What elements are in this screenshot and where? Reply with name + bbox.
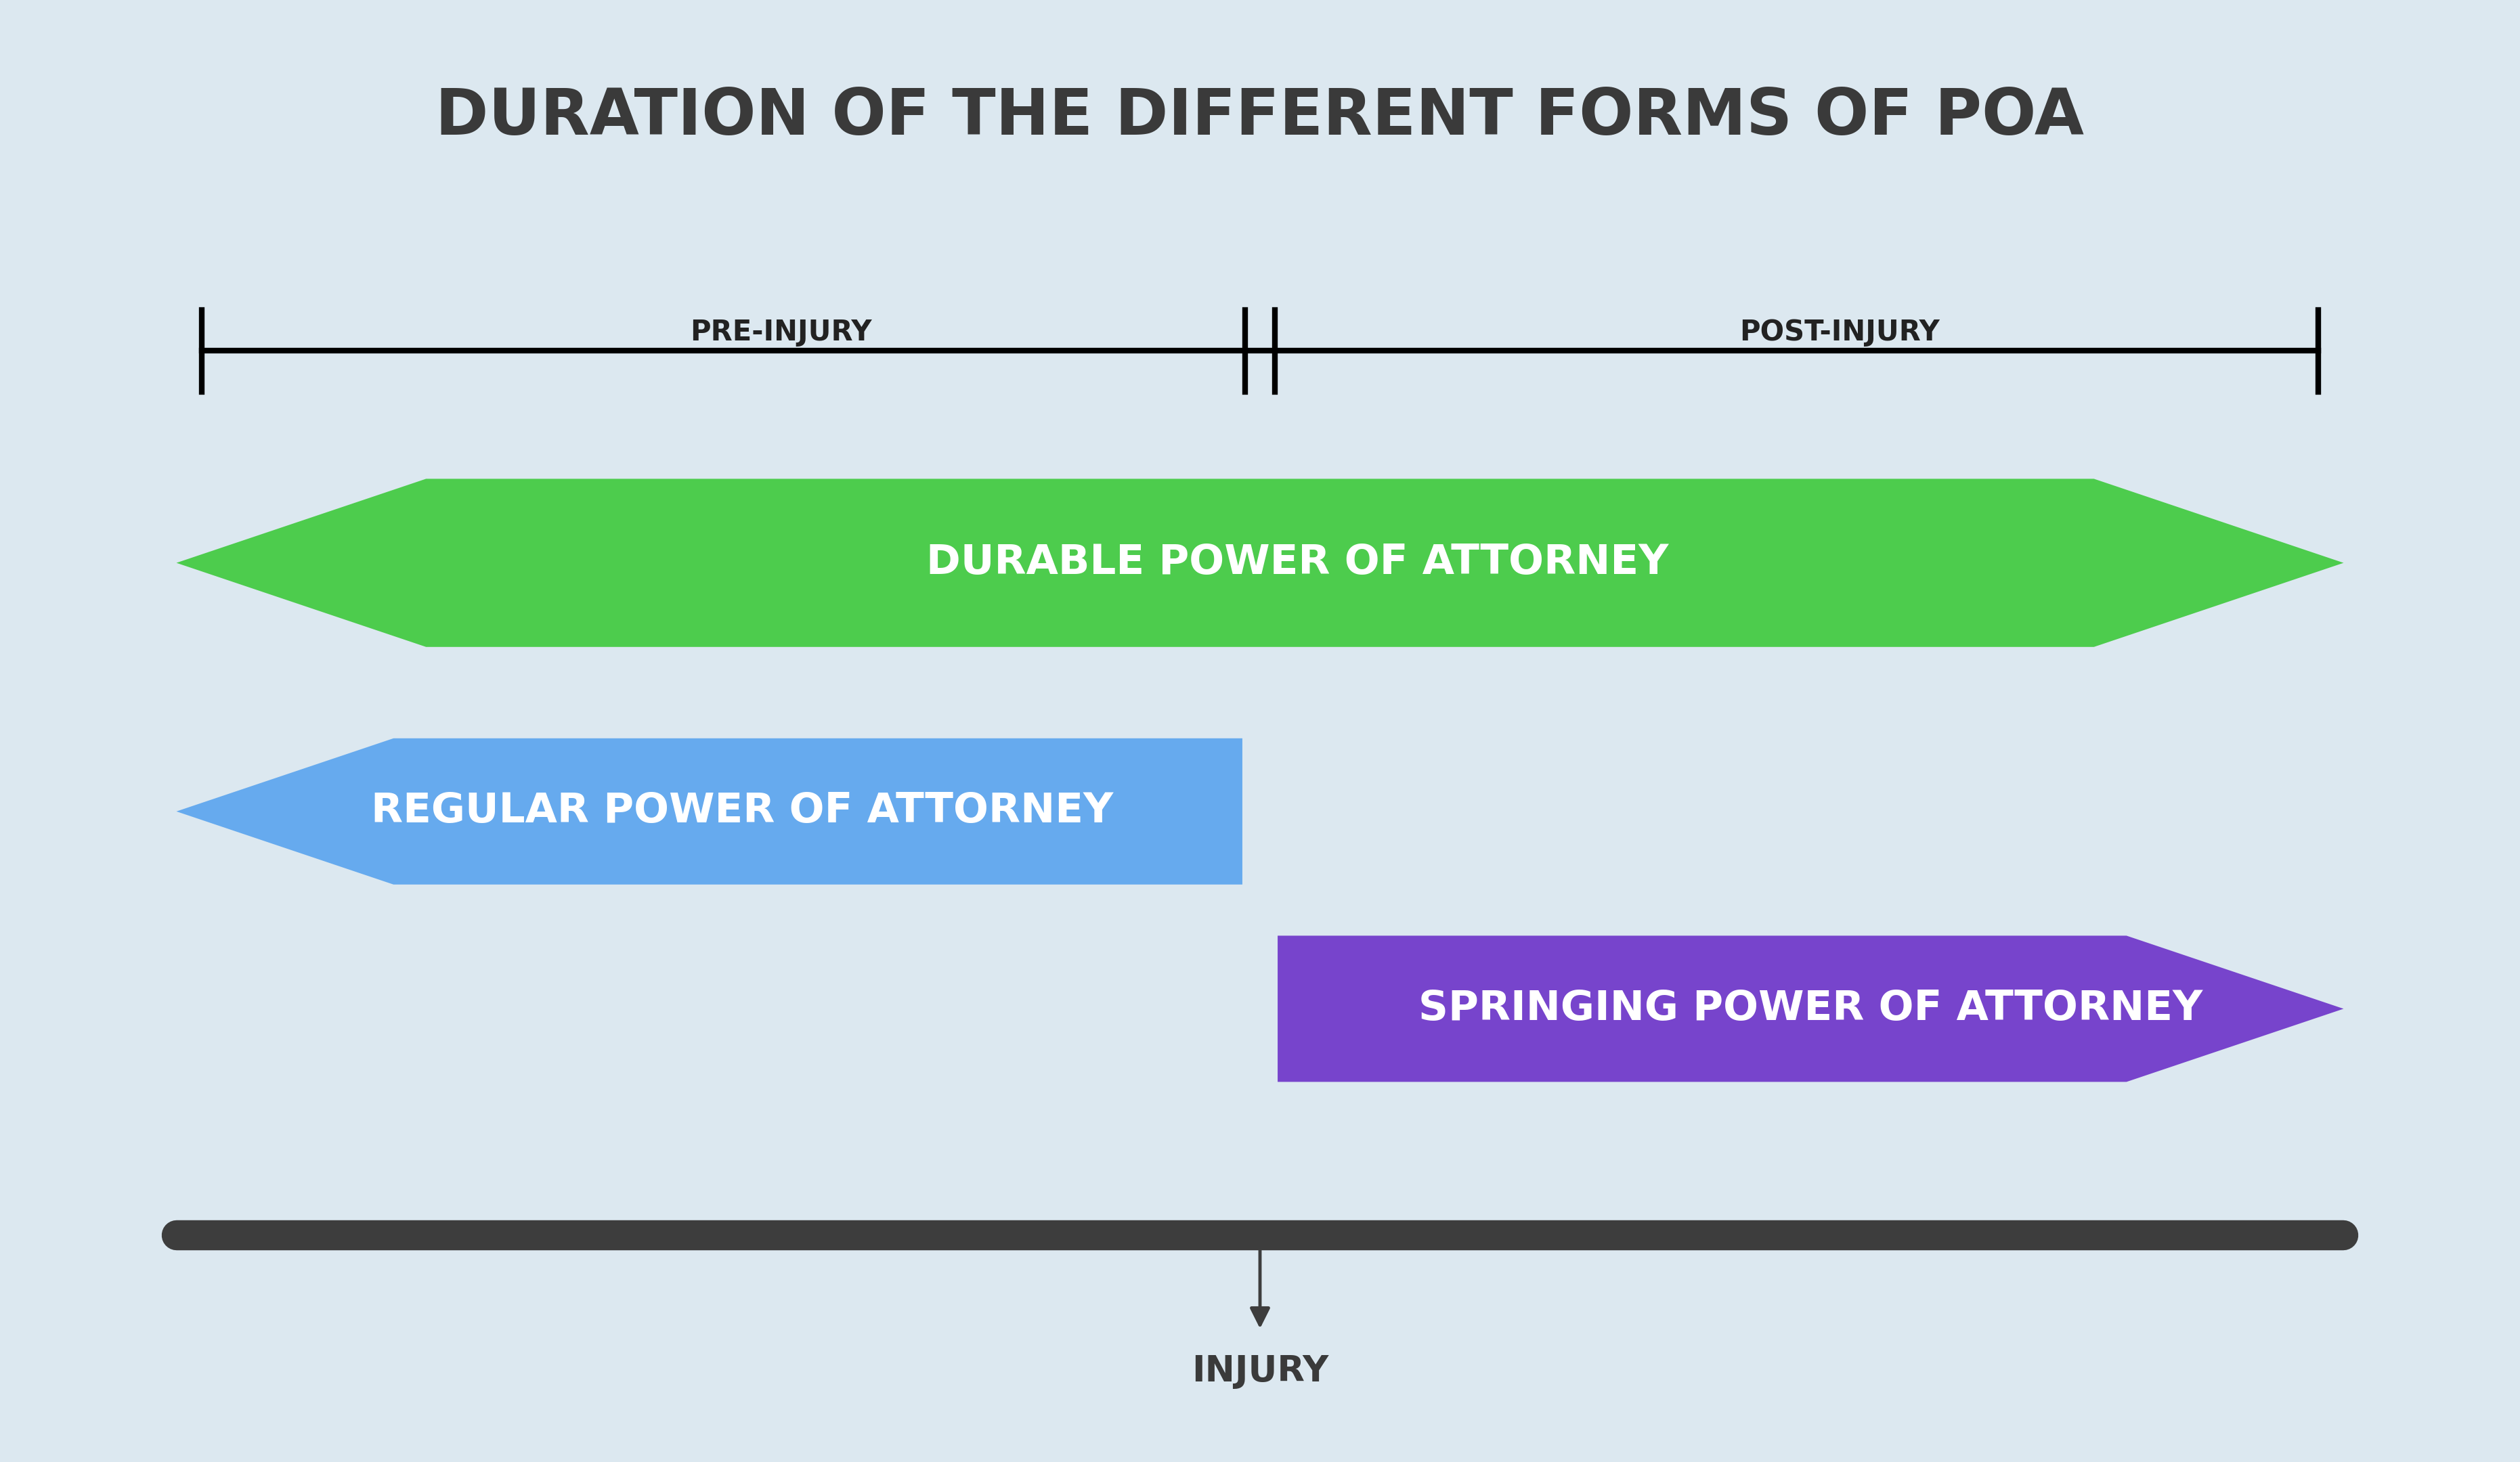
Text: DURATION OF THE DIFFERENT FORMS OF POA: DURATION OF THE DIFFERENT FORMS OF POA xyxy=(436,86,2084,148)
Polygon shape xyxy=(176,480,2344,646)
Polygon shape xyxy=(176,738,1242,885)
Text: PRE-INJURY: PRE-INJURY xyxy=(690,319,872,346)
Text: INJURY: INJURY xyxy=(1192,1354,1328,1389)
Text: REGULAR POWER OF ATTORNEY: REGULAR POWER OF ATTORNEY xyxy=(370,791,1114,832)
Polygon shape xyxy=(1278,936,2344,1082)
Text: DURABLE POWER OF ATTORNEY: DURABLE POWER OF ATTORNEY xyxy=(927,542,1668,583)
Text: SPRINGING POWER OF ATTORNEY: SPRINGING POWER OF ATTORNEY xyxy=(1419,988,2202,1029)
Text: POST-INJURY: POST-INJURY xyxy=(1739,319,1940,346)
